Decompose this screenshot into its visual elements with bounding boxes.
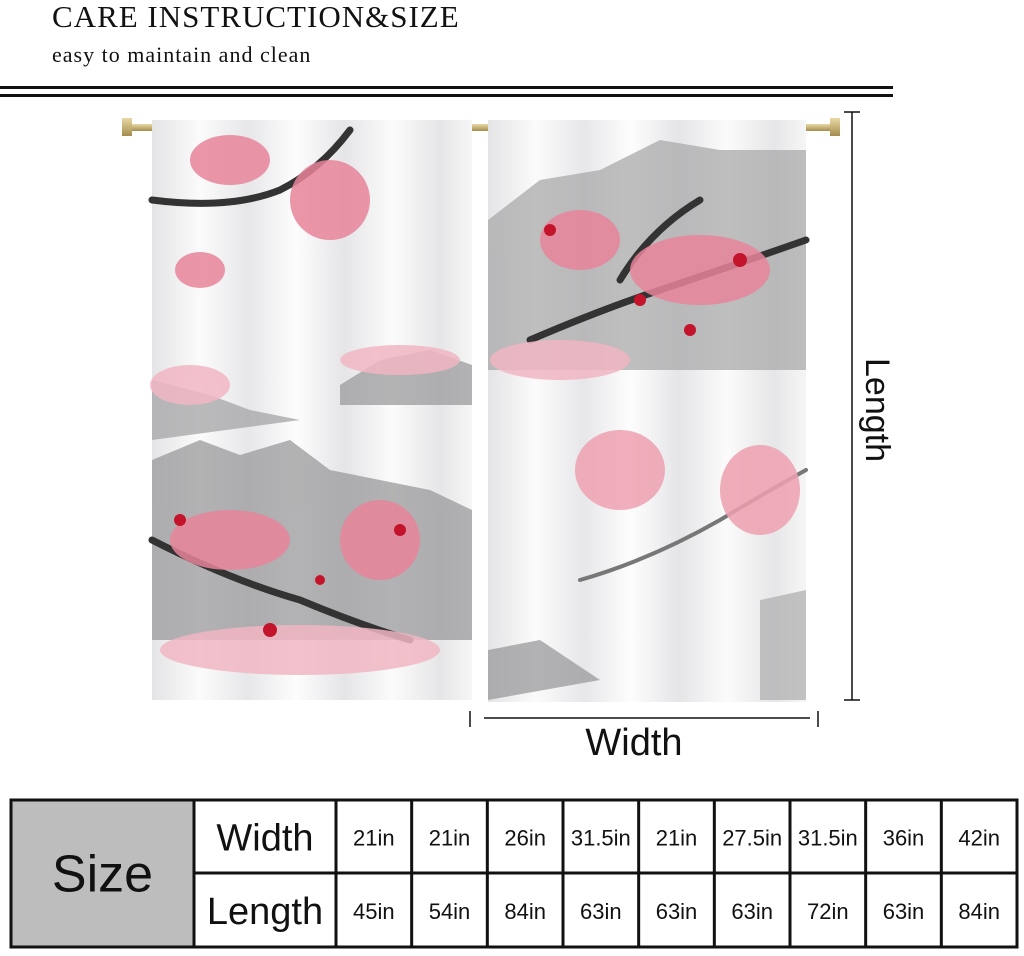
width-arrow [469, 711, 819, 727]
cell: 21in [353, 826, 395, 851]
row-label: Length [207, 891, 323, 933]
width-label: Width [585, 722, 682, 764]
size-cell [11, 800, 194, 947]
row-label: Width [216, 818, 313, 860]
length-arrow [844, 111, 860, 701]
cell: 31.5in [798, 826, 858, 851]
cell: 42in [958, 826, 1000, 851]
cell: 84in [958, 899, 1000, 924]
cell: 63in [883, 899, 925, 924]
size-table: Size Width 21in 21in 26in 31.5in 21in 27.5in 31.… [9, 798, 1019, 949]
length-label: Length [858, 358, 896, 462]
rule [0, 86, 893, 89]
cell: 31.5in [571, 826, 631, 851]
cell: 21in [656, 826, 698, 851]
cell: 27.5in [722, 826, 782, 851]
cell: 26in [504, 826, 546, 851]
cell: 84in [504, 899, 546, 924]
rule [0, 94, 893, 97]
title: CARE INSTRUCTION&SIZE [52, 0, 460, 34]
cell: 45in [353, 899, 395, 924]
cell: 63in [580, 899, 622, 924]
cell: 54in [429, 899, 471, 924]
cell: 72in [807, 899, 849, 924]
curtain-illustration [122, 118, 840, 702]
cell: 63in [731, 899, 773, 924]
cell: 21in [429, 826, 471, 851]
subtitle: easy to maintain and clean [52, 42, 311, 67]
cell: 63in [656, 899, 698, 924]
size-label: Size [52, 846, 153, 904]
cell: 36in [883, 826, 925, 851]
